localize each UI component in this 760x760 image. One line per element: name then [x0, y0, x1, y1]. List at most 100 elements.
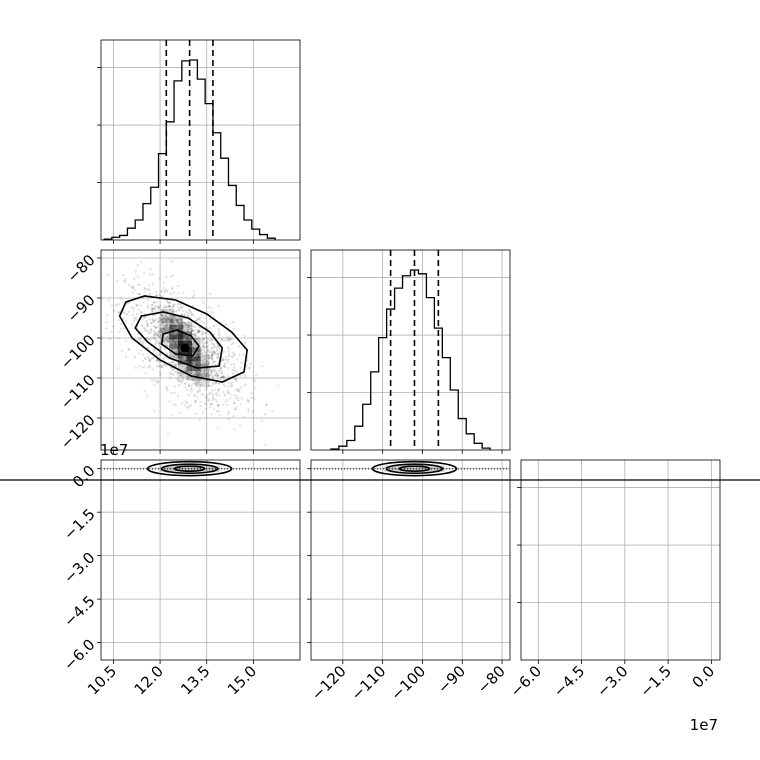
scatter-point	[167, 318, 170, 321]
scatter-point	[171, 310, 174, 313]
scatter-point	[180, 402, 184, 405]
scatter-point	[178, 355, 181, 358]
scatter-point	[192, 358, 195, 361]
scatter-point	[164, 327, 167, 330]
y-tick-label: −4.5	[60, 592, 98, 630]
scatter-point	[186, 328, 190, 331]
scatter-point	[182, 336, 185, 339]
scatter-point	[156, 359, 159, 362]
scatter-point	[199, 360, 202, 363]
scatter-point	[177, 383, 180, 387]
scatter-point	[201, 351, 204, 354]
scatter-point	[187, 335, 190, 338]
scatter-point	[250, 396, 253, 399]
scatter-point	[134, 316, 137, 319]
scatter-point	[166, 326, 169, 329]
scatter-point	[210, 392, 213, 396]
scatter-point	[154, 331, 157, 334]
scatter-point	[174, 324, 177, 327]
scatter-point	[206, 344, 210, 347]
scatter-point	[233, 401, 236, 404]
scatter-point	[232, 414, 235, 418]
scatter-point	[154, 342, 157, 345]
scatter-point	[170, 319, 173, 322]
scatter-point	[160, 364, 163, 367]
scatter-point	[168, 350, 172, 354]
scatter-point	[137, 352, 140, 355]
scatter-point	[187, 308, 190, 312]
scatter-point	[227, 361, 230, 364]
scatter-point	[196, 338, 199, 341]
scatter-point	[168, 301, 171, 304]
scatter-point	[183, 359, 186, 362]
contour-middle	[160, 463, 219, 474]
scatter-point	[177, 327, 181, 330]
scatter-point	[239, 386, 242, 389]
scatter-point	[155, 339, 158, 342]
scatter-point	[234, 408, 238, 411]
scatter-point	[149, 268, 152, 271]
scatter-point	[229, 382, 232, 385]
scatter-point	[139, 337, 142, 340]
scatter-point	[192, 290, 195, 293]
scatter-point	[183, 336, 186, 339]
y-tick-label: −3.0	[60, 549, 98, 587]
scatter-point	[132, 287, 135, 290]
scatter-point	[143, 357, 146, 360]
scatter-point	[192, 379, 195, 382]
scatter-point	[185, 338, 188, 341]
scatter-point	[210, 363, 213, 366]
scatter-point	[264, 413, 267, 416]
scatter-point	[169, 308, 172, 311]
scatter-point	[126, 302, 129, 305]
scatter-point	[159, 346, 162, 349]
density-peak	[180, 343, 190, 353]
scatter-point	[137, 292, 140, 295]
scatter-point	[135, 318, 138, 321]
scatter-point	[185, 370, 188, 373]
scatter-point	[151, 282, 154, 285]
scatter-point	[228, 385, 231, 388]
scatter-point	[206, 340, 209, 343]
scatter-point	[164, 337, 168, 340]
scatter-point	[177, 318, 180, 321]
scatter-point	[135, 303, 138, 306]
scatter-point	[195, 363, 198, 366]
scatter-point	[168, 301, 172, 304]
scatter-point	[194, 334, 197, 337]
scatter-point	[229, 397, 232, 400]
scatter-point	[171, 317, 174, 320]
scatter-point	[189, 324, 192, 327]
scatter-point	[173, 337, 176, 340]
scatter-point	[166, 301, 169, 304]
scatter-point	[205, 346, 208, 349]
scatter-point	[186, 325, 189, 328]
scatter-point	[156, 331, 159, 334]
scatter-point	[218, 394, 221, 397]
scatter-point	[215, 353, 218, 356]
scatter-point	[150, 308, 153, 312]
scatter-point	[140, 311, 144, 314]
scatter-point	[158, 323, 161, 327]
scatter-point	[172, 373, 175, 377]
scatter-point	[228, 338, 231, 341]
scatter-point	[185, 375, 188, 378]
scatter-point	[210, 307, 213, 310]
scatter-point	[215, 349, 218, 352]
y-tick-label: 0.0	[69, 462, 99, 492]
scatter-point	[161, 294, 164, 298]
histogram-panel-param-1	[307, 249, 511, 454]
scatter-point	[127, 348, 130, 351]
scatter-point	[126, 301, 129, 305]
scatter-point	[224, 358, 227, 361]
scatter-point	[223, 365, 226, 368]
scatter-point	[171, 274, 174, 277]
scatter-point	[222, 358, 225, 362]
scatter-point	[203, 357, 206, 361]
scatter-point	[224, 393, 227, 396]
scatter-point	[199, 363, 202, 366]
scatter-point	[172, 403, 175, 406]
scatter-point	[139, 338, 142, 341]
scatter-point	[132, 285, 135, 288]
scatter-point	[177, 333, 180, 336]
